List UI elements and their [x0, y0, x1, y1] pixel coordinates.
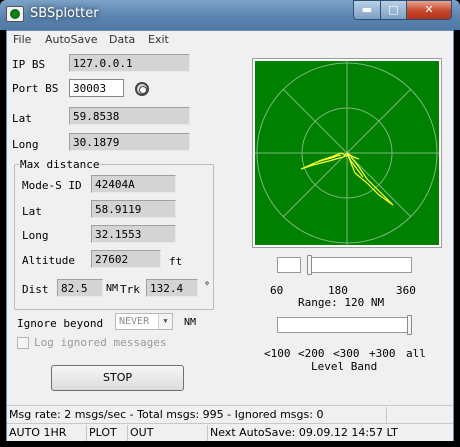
stop-button[interactable]: STOP [51, 365, 184, 391]
level-band-tick: <200 [298, 347, 325, 360]
menu-autosave[interactable]: AutoSave [45, 33, 98, 46]
max-distance-legend: Max distance [19, 158, 101, 171]
aircraft-track [318, 152, 348, 162]
next-autosave: Next AutoSave: 09.09.12 14:57 LT [210, 426, 398, 439]
aircraft-track [346, 152, 394, 206]
level-band-tick: <100 [264, 347, 291, 360]
lat-label: Lat [12, 112, 32, 125]
status-empty-cell [387, 407, 453, 423]
range-min-box[interactable] [277, 257, 301, 273]
plot-status: PLOT [87, 425, 128, 441]
log-ignored-label: Log ignored messages [34, 336, 167, 349]
window-title: SBSplotter [30, 6, 99, 21]
max-lat-field[interactable]: 58.9119 [91, 200, 176, 218]
altitude-unit: ft [169, 255, 183, 268]
ignore-beyond-label: Ignore beyond [17, 317, 104, 330]
auto-status: AUTO 1HR [7, 425, 87, 441]
title-bar[interactable]: SBSplotter ▬ □ ✕ [0, 0, 460, 30]
out-status: OUT [128, 425, 208, 441]
menu-file[interactable]: File [13, 33, 32, 46]
max-long-field[interactable]: 32.1553 [91, 225, 176, 243]
range-tick: 60 [270, 284, 284, 297]
level-band-tick: all [406, 347, 426, 360]
port-label: Port BS [12, 82, 59, 95]
menu-exit[interactable]: Exit [148, 33, 169, 46]
status-bar: Msg rate: 2 msgs/sec - Total msgs: 995 -… [7, 405, 453, 423]
status-bar-bottom: AUTO 1HR PLOT OUT Next AutoSave: 09.09.1… [7, 423, 453, 441]
max-lat-label: Lat [22, 205, 42, 218]
menu-bar: File AutoSave Data Exit [7, 31, 453, 47]
radar-display[interactable] [252, 58, 442, 248]
modes-id-field[interactable]: 42404A [91, 175, 176, 193]
trk-label: Trk [120, 283, 140, 296]
maximize-button[interactable]: □ [380, 0, 407, 20]
altitude-label: Altitude [22, 254, 75, 267]
altitude-field[interactable]: 27602 [91, 250, 161, 268]
dist-label: Dist [22, 283, 49, 296]
level-band-label: Level Band [311, 360, 378, 373]
lat-field[interactable]: 59.8538 [69, 107, 190, 125]
connect-icon[interactable] [135, 82, 149, 96]
close-button[interactable]: ✕ [406, 0, 452, 20]
aircraft-track [346, 152, 364, 178]
ignore-range-value: NEVER [119, 316, 150, 327]
ignore-unit: NM [184, 317, 197, 328]
main-window: File AutoSave Data Exit IP BS 127.0.0.1 … [6, 30, 454, 441]
trk-unit: ° [204, 281, 211, 292]
range-tick: 360 [396, 284, 416, 297]
message-stats: Msg rate: 2 msgs/sec - Total msgs: 995 -… [7, 407, 387, 423]
level-band-slider-thumb[interactable] [407, 315, 412, 335]
log-ignored-checkbox[interactable] [17, 337, 29, 349]
dist-field[interactable]: 82.5 [57, 279, 103, 297]
long-label: Long [12, 138, 39, 151]
modes-id-label: Mode-S ID [22, 179, 82, 192]
trk-field[interactable]: 132.4 [146, 279, 198, 297]
range-tick: 180 [328, 284, 348, 297]
range-slider-thumb[interactable] [307, 255, 312, 275]
chevron-down-icon[interactable]: ▼ [158, 314, 172, 329]
ignore-range-select[interactable]: NEVER ▼ [115, 313, 173, 330]
range-label: Range: 120 NM [298, 296, 385, 309]
minimize-button[interactable]: ▬ [353, 0, 381, 20]
range-slider[interactable] [309, 257, 412, 273]
menu-data[interactable]: Data [109, 33, 136, 46]
long-field[interactable]: 30.1879 [69, 133, 190, 151]
radar-canvas [255, 61, 439, 245]
max-long-label: Long [22, 229, 49, 242]
level-band-tick: +300 [369, 347, 396, 360]
ip-field[interactable]: 127.0.0.1 [69, 54, 190, 72]
dist-unit: NM [106, 283, 119, 294]
radar-app-icon[interactable] [6, 6, 24, 22]
port-field[interactable]: 30003 [69, 79, 124, 97]
ip-label: IP BS [12, 58, 46, 71]
level-band-tick: <300 [333, 347, 360, 360]
level-band-slider[interactable] [277, 317, 409, 333]
max-distance-group [14, 164, 214, 310]
